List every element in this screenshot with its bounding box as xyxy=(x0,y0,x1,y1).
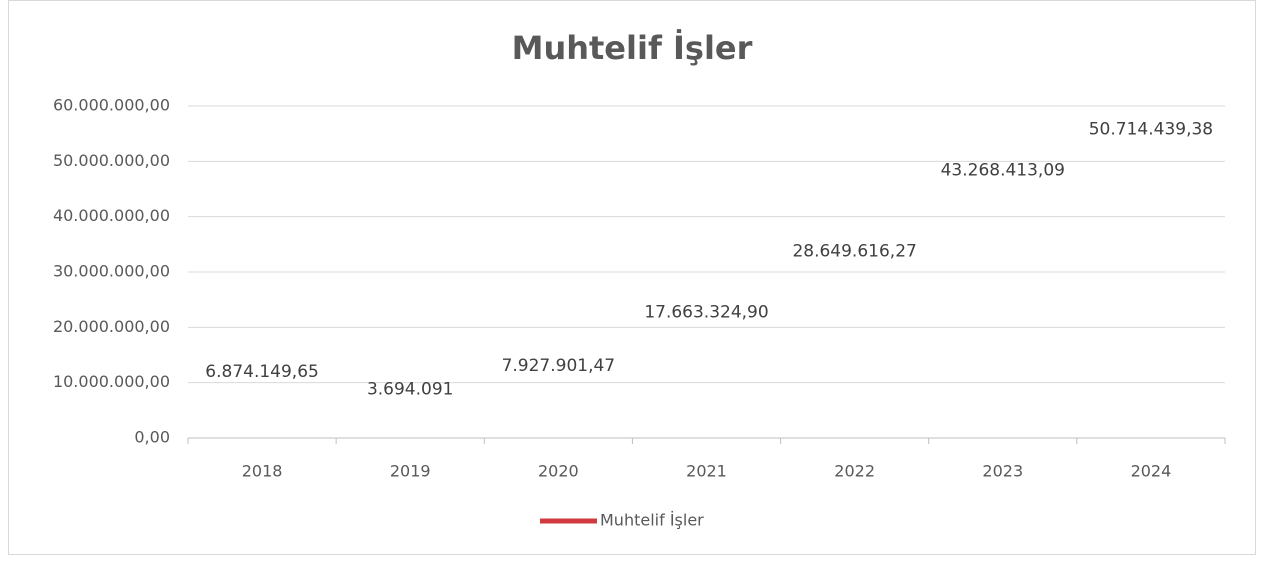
y-tick-label: 50.000.000,00 xyxy=(53,151,170,170)
data-label: 7.927.901,47 xyxy=(502,356,616,376)
chart-title: Muhtelif İşler xyxy=(512,29,753,67)
x-tick-label: 2019 xyxy=(390,462,431,481)
x-tick-label: 2020 xyxy=(538,462,579,481)
data-label: 43.268.413,09 xyxy=(941,161,1065,181)
legend-label: Muhtelif İşler xyxy=(600,511,704,530)
x-tick-label: 2024 xyxy=(1131,462,1172,481)
data-label: 28.649.616,27 xyxy=(792,241,916,261)
data-label: 3.694.091 xyxy=(367,380,454,400)
x-tick-label: 2022 xyxy=(834,462,875,481)
y-tick-label: 20.000.000,00 xyxy=(53,317,170,336)
y-tick-label: 40.000.000,00 xyxy=(53,206,170,225)
y-tick-label: 0,00 xyxy=(134,428,170,447)
data-label: 17.663.324,90 xyxy=(644,302,768,322)
x-tick-label: 2023 xyxy=(982,462,1023,481)
chart-frame xyxy=(8,0,1256,555)
y-tick-label: 60.000.000,00 xyxy=(53,96,170,115)
y-tick-label: 10.000.000,00 xyxy=(53,372,170,391)
data-label: 6.874.149,65 xyxy=(205,362,319,382)
x-tick-label: 2021 xyxy=(686,462,727,481)
x-tick-label: 2018 xyxy=(242,462,283,481)
data-label: 50.714.439,38 xyxy=(1089,119,1213,139)
y-tick-label: 30.000.000,00 xyxy=(53,262,170,281)
